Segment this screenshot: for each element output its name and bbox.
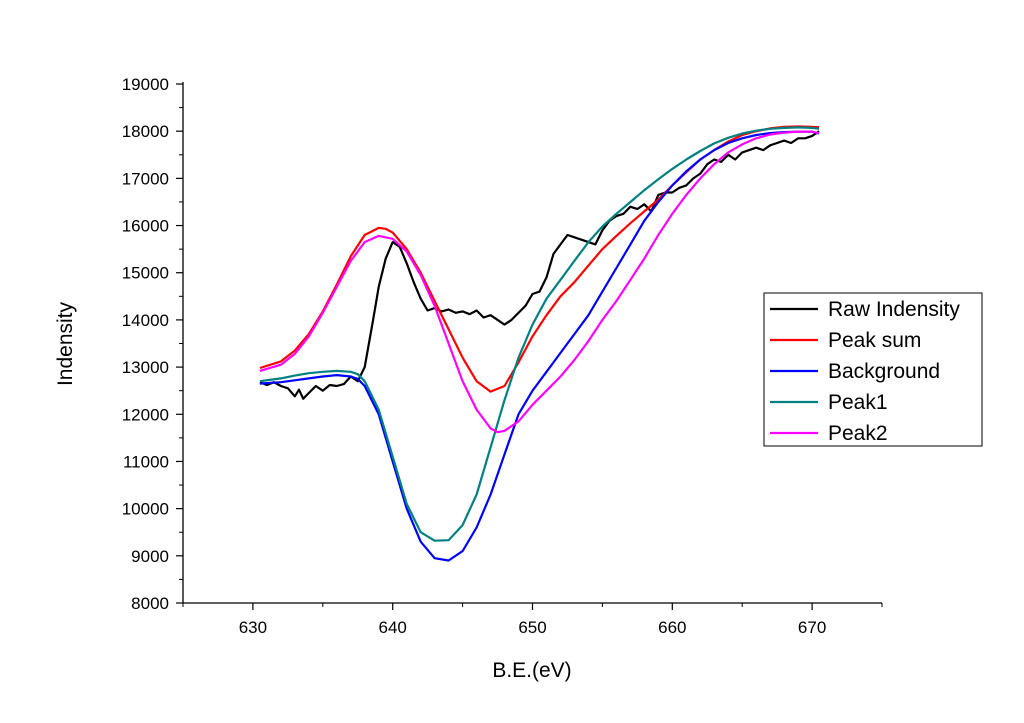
y-tick-label: 19000 <box>122 75 169 94</box>
x-tick-label: 660 <box>658 618 686 637</box>
legend-label: Peak sum <box>828 329 921 352</box>
y-axis-title: Indensity <box>54 301 77 386</box>
y-tick-label: 9000 <box>131 547 169 566</box>
y-tick-label: 14000 <box>122 311 169 330</box>
legend-label: Raw Indensity <box>828 298 960 321</box>
y-tick-label: 10000 <box>122 500 169 519</box>
legend: Raw Indensity Peak sum Background Peak1 Peak… <box>763 292 983 447</box>
series-line-peak-sum <box>259 125 820 393</box>
series-line-peak2 <box>259 130 820 434</box>
series-line-background <box>259 130 820 562</box>
series-line-raw-indensity <box>259 130 820 400</box>
x-tick-label: 630 <box>239 618 267 637</box>
y-tick-label: 15000 <box>122 264 169 283</box>
x-tick-label: 670 <box>798 618 826 637</box>
y-tick-label: 11000 <box>123 452 169 471</box>
legend-label: Background <box>828 360 940 383</box>
y-tick-label: 17000 <box>122 169 169 188</box>
series-lines <box>259 125 820 562</box>
series-line-peak1 <box>259 126 820 542</box>
legend-label: Peak2 <box>828 422 888 445</box>
x-tick-label: 650 <box>518 618 546 637</box>
y-tick-label: 12000 <box>122 405 169 424</box>
legend-box <box>763 292 983 447</box>
y-tick-label: 8000 <box>131 594 169 613</box>
x-axis-title: B.E.(eV) <box>492 659 571 682</box>
y-tick-label: 18000 <box>122 122 169 141</box>
y-tick-label: 13000 <box>122 358 169 377</box>
ticks: 8000 9000 10000 11000 12000 13000 14000 15000 16… <box>122 75 883 637</box>
legend-label: Peak1 <box>828 391 888 414</box>
x-tick-label: 640 <box>379 618 407 637</box>
y-tick-label: 16000 <box>122 217 169 236</box>
